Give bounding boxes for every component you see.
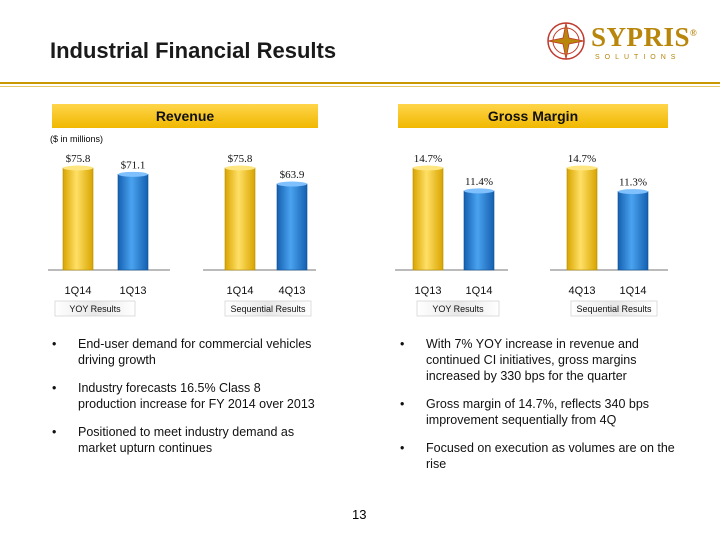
logo-subtitle: SOLUTIONS bbox=[595, 54, 681, 61]
page-title: Industrial Financial Results bbox=[50, 38, 337, 63]
sypris-star-icon bbox=[547, 22, 585, 60]
data-label: 11.3% bbox=[619, 177, 647, 189]
chart-4: 14.7% 4Q13 11.3% 1Q14 Sequential Results bbox=[550, 153, 668, 317]
bar bbox=[117, 174, 149, 271]
tick-label: 4Q13 bbox=[279, 285, 306, 297]
data-label: 14.7% bbox=[414, 153, 442, 165]
chart-caption: Sequential Results bbox=[230, 304, 306, 314]
chart-1: $75.8 1Q14 $71.1 1Q13 YOY Results bbox=[48, 153, 170, 317]
bar-cap bbox=[618, 189, 648, 195]
bar-cap bbox=[225, 165, 255, 171]
tick-label: 1Q14 bbox=[466, 285, 493, 297]
caption-box bbox=[570, 300, 658, 317]
tick-label: 1Q14 bbox=[227, 285, 254, 297]
bar-cap bbox=[413, 165, 443, 171]
data-label: 11.4% bbox=[465, 176, 493, 188]
tick-label: 1Q14 bbox=[65, 285, 92, 297]
header-divider-thin bbox=[0, 86, 720, 87]
left-bullet-list: • End-user demand for commercial vehicles… bbox=[52, 336, 322, 468]
bar bbox=[224, 167, 256, 271]
chart-3: 14.7% 1Q13 11.4% 1Q14 YOY Results bbox=[395, 153, 508, 317]
gross-margin-header: Gross Margin bbox=[398, 104, 668, 128]
bar bbox=[276, 183, 308, 271]
charts-area: $75.8 1Q14 $71.1 1Q13 YOY Results $75.8 1Q14 $6… bbox=[48, 153, 668, 317]
bar bbox=[566, 167, 598, 271]
bar bbox=[617, 191, 649, 271]
data-label: 14.7% bbox=[568, 153, 596, 165]
list-item: • End-user demand for commercial vehicles… bbox=[52, 337, 312, 367]
logo: SYPRIS® SOLUTIONS bbox=[545, 18, 698, 70]
right-bullet-list: • With 7% YOY increase in revenue and con… bbox=[400, 336, 675, 484]
bar-cap bbox=[567, 165, 597, 171]
caption-box bbox=[416, 300, 500, 317]
data-label: $71.1 bbox=[121, 159, 146, 171]
list-item: • Industry forecasts 16.5% Class 8 produc… bbox=[52, 381, 315, 411]
bar bbox=[62, 167, 94, 271]
list-item: • Positioned to meet industry demand as m… bbox=[52, 425, 295, 455]
units-note: ($ in millions) bbox=[50, 134, 104, 144]
bar-cap bbox=[63, 165, 93, 171]
data-label: $75.8 bbox=[228, 153, 253, 165]
data-label: $75.8 bbox=[66, 153, 91, 165]
tick-label: 4Q13 bbox=[569, 285, 596, 297]
chart-caption: Sequential Results bbox=[576, 304, 652, 314]
bar bbox=[412, 167, 444, 271]
chart-caption: YOY Results bbox=[432, 304, 484, 314]
caption-box bbox=[54, 300, 136, 317]
revenue-header: Revenue bbox=[52, 104, 318, 128]
bar bbox=[463, 190, 495, 271]
bar-cap bbox=[118, 171, 148, 177]
tick-label: 1Q14 bbox=[620, 285, 647, 297]
chart-caption: YOY Results bbox=[69, 304, 121, 314]
list-item: • Focused on execution as volumes are on … bbox=[400, 441, 675, 471]
bar-cap bbox=[277, 181, 307, 187]
data-label: $63.9 bbox=[280, 169, 305, 181]
chart-2: $75.8 1Q14 $63.9 4Q13 Sequential Results bbox=[203, 153, 316, 317]
list-item: • Gross margin of 14.7%, reflects 340 bps… bbox=[400, 397, 650, 427]
tick-label: 1Q13 bbox=[120, 285, 147, 297]
page-number: 13 bbox=[352, 507, 367, 522]
bar-cap bbox=[464, 188, 494, 194]
list-item: • With 7% YOY increase in revenue and con… bbox=[400, 337, 639, 383]
header-divider bbox=[0, 82, 720, 84]
caption-box bbox=[224, 300, 312, 317]
logo-wordmark: SYPRIS® bbox=[591, 22, 698, 52]
tick-label: 1Q13 bbox=[415, 285, 442, 297]
